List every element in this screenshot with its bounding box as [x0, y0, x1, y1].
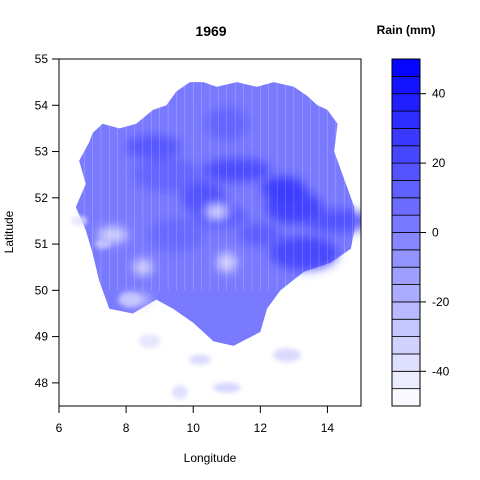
colorkey-swatch — [391, 284, 421, 303]
wet-cell — [238, 222, 283, 247]
y-tick-label: 54 — [35, 98, 49, 112]
colorkey-tick-label: 0 — [432, 226, 439, 240]
colorkey-tick-label: -40 — [432, 364, 450, 378]
dry-cell — [216, 252, 237, 273]
colorkey-title: Rain (mm) — [377, 23, 436, 37]
x-tick-label: 12 — [254, 421, 268, 435]
y-tick-label: 51 — [35, 237, 49, 251]
dry-cell — [206, 205, 227, 218]
rain-cells — [97, 106, 361, 306]
rain-patch — [171, 385, 188, 400]
rain-patch — [94, 239, 111, 250]
y-tick-label: 49 — [35, 330, 49, 344]
rain-patch — [71, 215, 88, 226]
wet-cell — [148, 217, 205, 252]
colorkey-swatch — [391, 127, 421, 147]
colorkey-swatch — [391, 93, 421, 112]
colorkey-swatch — [391, 388, 421, 407]
colorkey-swatch — [391, 58, 421, 77]
rain-patch — [118, 292, 141, 307]
y-axis: 48 49 50 51 52 53 54 55 — [35, 52, 60, 390]
rain-patch — [273, 348, 302, 363]
colorkey-swatch — [391, 249, 421, 268]
plot-area — [67, 77, 361, 400]
x-axis: 6 8 10 12 14 — [56, 405, 335, 435]
x-tick-label: 10 — [187, 421, 201, 435]
dry-cell — [97, 226, 128, 243]
rain-patch — [188, 354, 211, 365]
colorkey-swatch — [391, 318, 421, 338]
colorkey-tick-label: 20 — [432, 156, 446, 170]
colorkey-swatch — [391, 162, 421, 181]
colorkey-swatch — [391, 214, 421, 233]
wet-cell — [202, 158, 271, 183]
x-tick-label: 14 — [321, 421, 335, 435]
x-tick-label: 8 — [123, 421, 130, 435]
colorkey-swatch — [391, 301, 421, 320]
dry-cell — [132, 259, 153, 276]
y-tick-label: 53 — [35, 145, 49, 159]
wet-cell — [124, 134, 181, 159]
y-tick-label: 52 — [35, 191, 49, 205]
y-tick-label: 48 — [35, 376, 49, 390]
colorkey-swatch — [391, 370, 421, 390]
wet-cell — [269, 236, 338, 271]
x-tick-label: 6 — [56, 421, 63, 435]
colorkey-swatch — [391, 75, 421, 95]
y-axis-label: Latitude — [2, 210, 16, 253]
colorkey-swatch — [391, 353, 421, 372]
rain-patch — [212, 382, 241, 393]
colorkey-swatch — [391, 336, 421, 355]
x-axis-label: Longitude — [184, 451, 237, 465]
rain-patch — [138, 334, 161, 349]
colorkey-swatch — [391, 197, 421, 216]
y-tick-label: 50 — [35, 283, 49, 297]
colorkey-swatch — [391, 232, 421, 251]
wet-cell — [303, 208, 361, 233]
colorkey-swatch — [391, 145, 421, 164]
colorkey-tick-label: 40 — [432, 87, 446, 101]
colorkey-swatch — [391, 266, 421, 285]
colorkey-swatch — [391, 110, 421, 129]
colorkey-tick-label: -20 — [432, 295, 450, 309]
wet-cell — [132, 157, 201, 192]
contour-grid — [67, 77, 353, 291]
wet-cell — [204, 106, 249, 141]
chart-title: 1969 — [195, 23, 226, 39]
colorkey-swatch — [391, 180, 421, 199]
scattered-patches — [71, 215, 302, 400]
y-tick-label: 55 — [35, 52, 49, 66]
colorkey: -40 -20 0 20 40 — [391, 58, 450, 407]
